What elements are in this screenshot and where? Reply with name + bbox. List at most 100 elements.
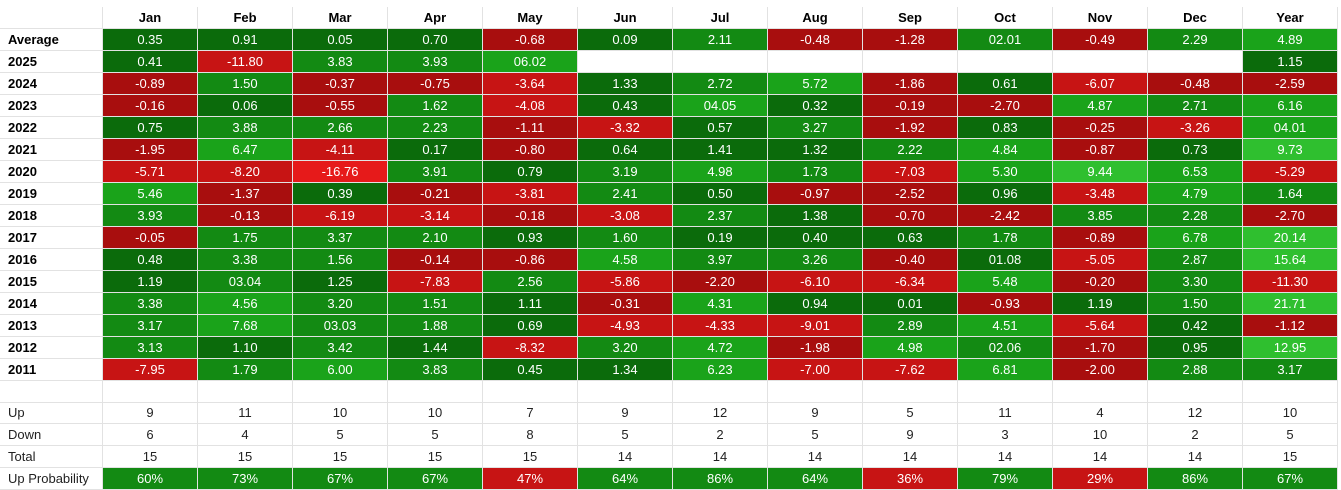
value-cell: 0.73 — [1148, 139, 1243, 161]
value-cell: -2.00 — [1053, 359, 1148, 381]
value-cell: -7.00 — [768, 359, 863, 381]
value-cell: 2.11 — [673, 29, 768, 51]
value-cell: -6.34 — [863, 271, 958, 293]
value-cell: -0.70 — [863, 205, 958, 227]
value-cell: -6.07 — [1053, 73, 1148, 95]
summary-cell: 10 — [293, 402, 388, 424]
probability-cell: 86% — [673, 468, 768, 490]
value-cell: 1.50 — [1148, 293, 1243, 315]
value-cell: 4.89 — [1243, 29, 1338, 51]
summary-cell: 10 — [388, 402, 483, 424]
summary-cell: 6 — [103, 424, 198, 446]
row-label: 2015 — [0, 271, 103, 293]
blank-cell — [293, 381, 388, 403]
value-cell: 2.41 — [578, 183, 673, 205]
value-cell: 0.05 — [293, 29, 388, 51]
data-row-2012: 2012 3.13 1.10 3.42 1.44 -8.32 3.20 4.72 -1.98 4.… — [0, 337, 1338, 359]
value-cell: 04.01 — [1243, 117, 1338, 139]
value-cell: -0.16 — [103, 95, 198, 117]
value-cell: 6.23 — [673, 359, 768, 381]
value-cell: 06.02 — [483, 51, 578, 73]
blank-cell — [578, 381, 673, 403]
value-cell: -1.95 — [103, 139, 198, 161]
blank-cell — [863, 381, 958, 403]
value-cell: -0.89 — [1053, 227, 1148, 249]
summary-cell: 5 — [293, 424, 388, 446]
value-cell: 1.73 — [768, 161, 863, 183]
value-cell: -1.70 — [1053, 337, 1148, 359]
value-cell: 1.75 — [198, 227, 293, 249]
summary-cell: 5 — [578, 424, 673, 446]
value-cell: 3.13 — [103, 337, 198, 359]
blank-cell — [1243, 381, 1338, 403]
value-cell: -0.97 — [768, 183, 863, 205]
value-cell: 3.17 — [103, 315, 198, 337]
summary-cell: 8 — [483, 424, 578, 446]
value-cell: -3.08 — [578, 205, 673, 227]
value-cell: -0.14 — [388, 249, 483, 271]
column-header-feb: Feb — [198, 7, 293, 29]
value-cell: 20.14 — [1243, 227, 1338, 249]
value-cell: 0.95 — [1148, 337, 1243, 359]
value-cell: 1.10 — [198, 337, 293, 359]
summary-label: Up — [0, 402, 103, 424]
summary-cell: 14 — [1053, 446, 1148, 468]
column-header-oct: Oct — [958, 7, 1053, 29]
column-header-mar: Mar — [293, 7, 388, 29]
value-cell: 4.72 — [673, 337, 768, 359]
summary-row-up-probability: Up Probability 60% 73% 67% 67% 47% 64% 86% 64% 36… — [0, 468, 1338, 490]
summary-row-down: Down 6 4 5 5 8 5 2 5 9 3 10 2 5 — [0, 424, 1338, 446]
value-cell: -8.32 — [483, 337, 578, 359]
value-cell: 15.64 — [1243, 249, 1338, 271]
blank-cell — [103, 381, 198, 403]
value-cell: -0.40 — [863, 249, 958, 271]
value-cell: -5.86 — [578, 271, 673, 293]
summary-cell: 7 — [483, 402, 578, 424]
value-cell: -6.10 — [768, 271, 863, 293]
summary-cell: 3 — [958, 424, 1053, 446]
data-row-2022: 2022 0.75 3.88 2.66 2.23 -1.11 -3.32 0.57 3.27 -1… — [0, 117, 1338, 139]
value-cell: -0.21 — [388, 183, 483, 205]
summary-label: Up Probability — [0, 468, 103, 490]
value-cell: -2.52 — [863, 183, 958, 205]
value-cell: -1.86 — [863, 73, 958, 95]
value-cell: 2.71 — [1148, 95, 1243, 117]
data-row-2015: 2015 1.19 03.04 1.25 -7.83 2.56 -5.86 -2.20 -6.1… — [0, 271, 1338, 293]
value-cell: 2.22 — [863, 139, 958, 161]
summary-cell: 15 — [1243, 446, 1338, 468]
value-cell: 0.75 — [103, 117, 198, 139]
value-cell: 3.20 — [293, 293, 388, 315]
value-cell: 0.69 — [483, 315, 578, 337]
column-header-sep: Sep — [863, 7, 958, 29]
value-cell: -0.49 — [1053, 29, 1148, 51]
blank-cell — [198, 381, 293, 403]
value-cell: 02.06 — [958, 337, 1053, 359]
value-cell: 3.91 — [388, 161, 483, 183]
value-cell: -4.11 — [293, 139, 388, 161]
summary-cell: 14 — [863, 446, 958, 468]
value-cell — [1148, 51, 1243, 73]
value-cell: 2.66 — [293, 117, 388, 139]
value-cell: 0.50 — [673, 183, 768, 205]
probability-cell: 67% — [388, 468, 483, 490]
value-cell: 9.44 — [1053, 161, 1148, 183]
value-cell: 4.84 — [958, 139, 1053, 161]
blank-cell — [958, 381, 1053, 403]
summary-label: Total — [0, 446, 103, 468]
column-header-may: May — [483, 7, 578, 29]
value-cell: 0.32 — [768, 95, 863, 117]
value-cell: 6.78 — [1148, 227, 1243, 249]
blank-cell — [0, 381, 103, 403]
value-cell: -3.48 — [1053, 183, 1148, 205]
summary-cell: 9 — [863, 424, 958, 446]
value-cell: -4.08 — [483, 95, 578, 117]
value-cell: 0.43 — [578, 95, 673, 117]
value-cell: 5.48 — [958, 271, 1053, 293]
value-cell: 0.63 — [863, 227, 958, 249]
column-header-apr: Apr — [388, 7, 483, 29]
value-cell: -1.37 — [198, 183, 293, 205]
value-cell: -0.80 — [483, 139, 578, 161]
value-cell: 3.17 — [1243, 359, 1338, 381]
summary-label: Down — [0, 424, 103, 446]
